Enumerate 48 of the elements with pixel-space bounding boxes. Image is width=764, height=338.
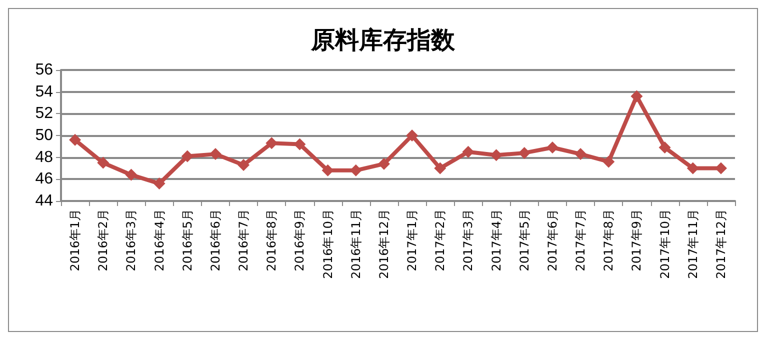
y-tick-label: 56 bbox=[35, 62, 54, 78]
point bbox=[69, 134, 82, 146]
x-tick-label: 2016年12月 bbox=[376, 209, 391, 279]
y-tick-label: 48 bbox=[35, 148, 54, 166]
x-tick-label: 2016年8月 bbox=[264, 209, 279, 272]
x-tick-label: 2017年2月 bbox=[433, 209, 448, 272]
x-tick-label: 2017年4月 bbox=[489, 209, 504, 272]
x-tick-label: 2016年9月 bbox=[292, 209, 307, 272]
point bbox=[153, 178, 166, 190]
point bbox=[97, 156, 110, 169]
x-tick-label: 2016年5月 bbox=[180, 209, 194, 272]
y-tick-label: 44 bbox=[35, 192, 54, 210]
x-tick-label: 2017年1月 bbox=[405, 209, 420, 272]
point bbox=[630, 90, 643, 102]
point bbox=[574, 148, 587, 160]
x-tick-label: 2017年6月 bbox=[545, 209, 560, 272]
x-tick-label: 2016年1月 bbox=[68, 209, 82, 272]
x-tick-label: 2017年10月 bbox=[658, 209, 672, 279]
x-tick-label: 2016年11月 bbox=[348, 209, 363, 279]
x-tick-label: 2017年3月 bbox=[461, 209, 476, 272]
point bbox=[378, 158, 390, 170]
point bbox=[181, 150, 194, 162]
y-tick-label: 52 bbox=[35, 105, 54, 122]
point bbox=[406, 130, 418, 142]
point bbox=[462, 146, 474, 158]
x-tick-label: 2017年12月 bbox=[714, 209, 728, 279]
point bbox=[490, 149, 502, 162]
x-tick-label: 2016年2月 bbox=[96, 209, 110, 272]
point bbox=[434, 162, 446, 174]
x-tick-label: 2017年5月 bbox=[517, 209, 532, 272]
x-tick-label: 2016年10月 bbox=[320, 209, 335, 279]
point bbox=[658, 142, 671, 154]
point bbox=[602, 156, 615, 168]
x-tick-label: 2017年9月 bbox=[630, 209, 644, 272]
point bbox=[125, 168, 138, 181]
x-tick-label: 2016年4月 bbox=[152, 209, 166, 272]
y-tick-label: 46 bbox=[35, 170, 54, 188]
x-tick-label: 2016年6月 bbox=[208, 209, 222, 272]
x-tick-label: 2016年3月 bbox=[124, 209, 138, 272]
y-tick-label: 50 bbox=[35, 127, 54, 144]
x-tick-label: 2016年7月 bbox=[236, 209, 251, 272]
x-tick-label: 2017年8月 bbox=[602, 209, 616, 272]
x-tick-label: 2017年7月 bbox=[574, 209, 588, 272]
point bbox=[238, 158, 250, 171]
y-tick-label: 54 bbox=[35, 83, 54, 100]
chart-title: 原料库存指数 bbox=[310, 26, 456, 54]
x-tick-label: 2017年11月 bbox=[686, 209, 700, 279]
point bbox=[546, 142, 558, 154]
